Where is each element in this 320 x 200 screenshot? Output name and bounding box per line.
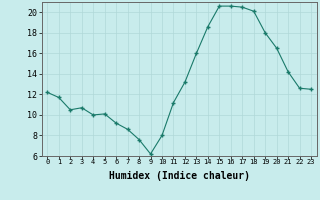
X-axis label: Humidex (Indice chaleur): Humidex (Indice chaleur)	[109, 171, 250, 181]
